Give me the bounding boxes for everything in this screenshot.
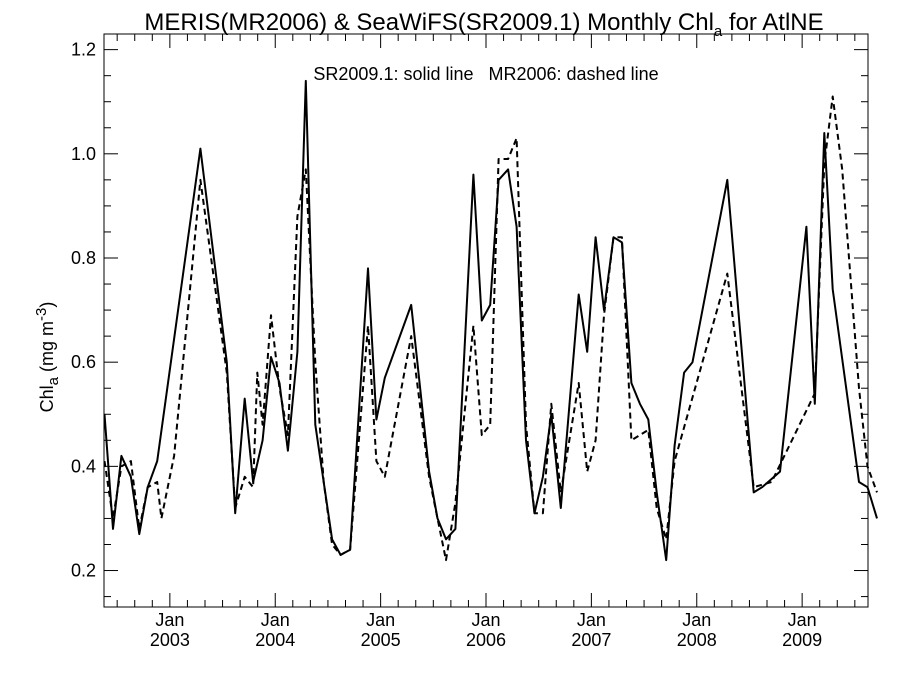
x-tick-year-label: 2005 [361, 630, 401, 650]
x-tick-month-label: Jan [155, 610, 184, 630]
x-tick-month-label: Jan [682, 610, 711, 630]
x-tick-year-label: 2007 [571, 630, 611, 650]
x-tick-month-label: Jan [471, 610, 500, 630]
series-layer [103, 79, 878, 562]
x-tick-year-label: 2008 [677, 630, 717, 650]
x-ticks: Jan2003Jan2004Jan2005Jan2006Jan2007Jan20… [116, 34, 856, 650]
series-line-dashed [103, 95, 878, 562]
x-tick-year-label: 2009 [782, 630, 822, 650]
x-tick-year-label: 2003 [150, 630, 190, 650]
y-tick-label: 0.8 [71, 248, 96, 268]
x-tick-year-label: 2004 [255, 630, 295, 650]
chart-title: MERIS(MR2006) & SeaWiFS(SR2009.1) Monthl… [144, 9, 823, 40]
y-tick-label: 1.0 [71, 144, 96, 164]
x-tick-month-label: Jan [577, 610, 606, 630]
y-axis-label: Chla (mg m-3) [33, 302, 62, 413]
y-tick-label: 0.6 [71, 352, 96, 372]
x-tick-year-label: 2006 [466, 630, 506, 650]
x-tick-month-label: Jan [261, 610, 290, 630]
x-tick-month-label: Jan [366, 610, 395, 630]
y-tick-label: 0.2 [71, 561, 96, 581]
plot-frame [103, 33, 869, 608]
y-tick-label: 0.4 [71, 456, 96, 476]
y-ticks: 0.2 0.4 0.6 0.8 1.0 1.2 [71, 40, 868, 598]
x-tick-month-label: Jan [788, 610, 817, 630]
y-tick-label: 1.2 [71, 40, 96, 60]
line-style-annotation: SR2009.1: solid line MR2006: dashed line [313, 64, 658, 84]
